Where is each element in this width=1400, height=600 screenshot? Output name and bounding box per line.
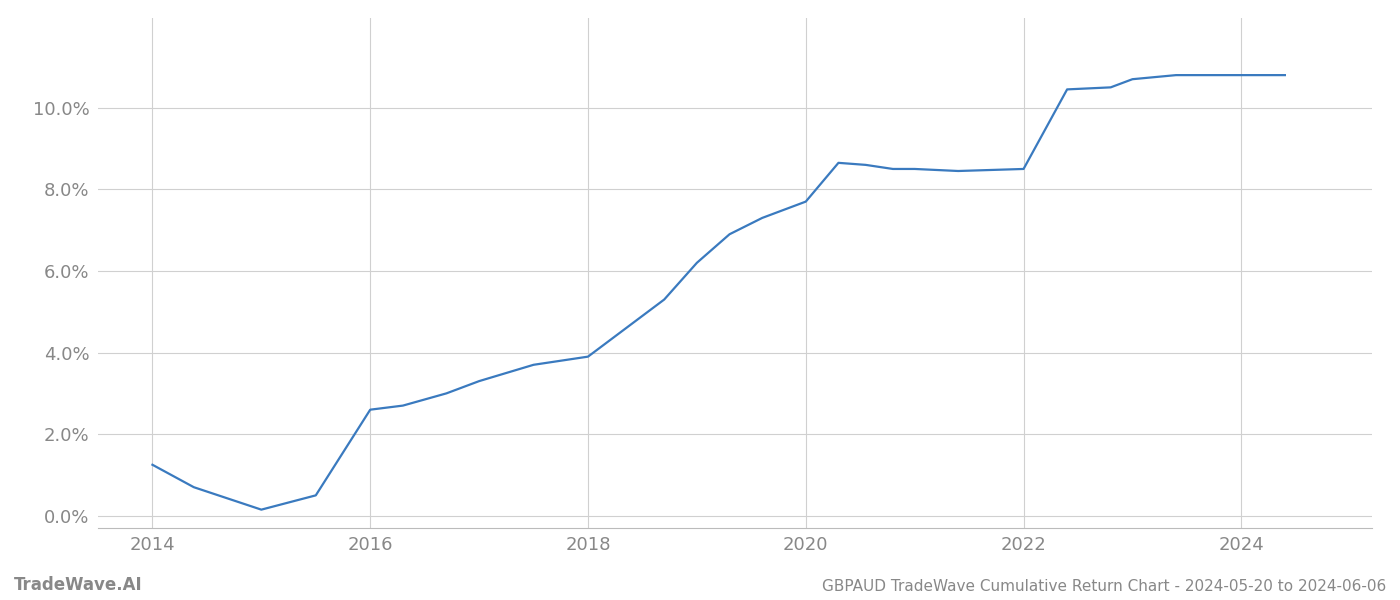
Text: TradeWave.AI: TradeWave.AI [14, 576, 143, 594]
Text: GBPAUD TradeWave Cumulative Return Chart - 2024-05-20 to 2024-06-06: GBPAUD TradeWave Cumulative Return Chart… [822, 579, 1386, 594]
